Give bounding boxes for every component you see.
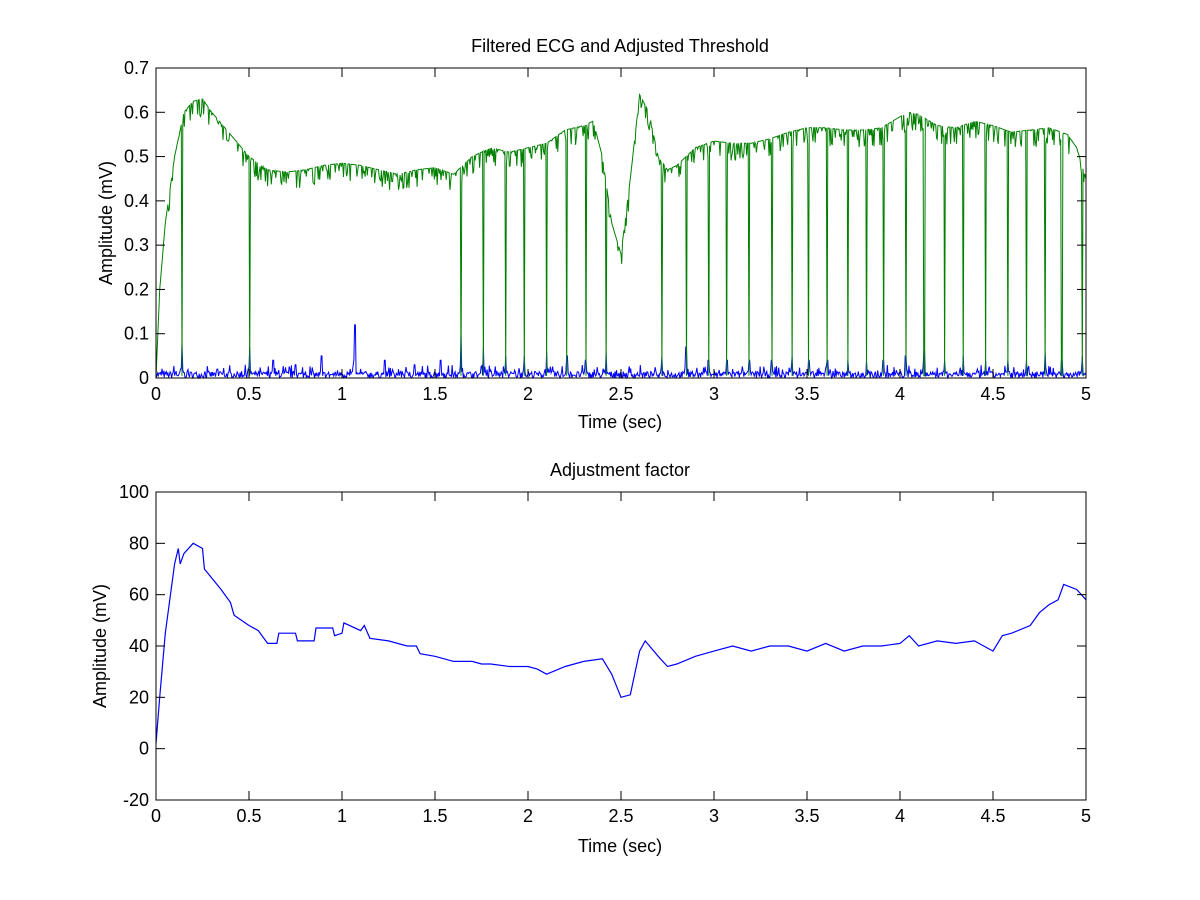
x-tick-label: 4.5 [980, 384, 1005, 404]
x-tick-label: 3.5 [794, 384, 819, 404]
x-tick-label: 2 [523, 806, 533, 826]
x-tick-label: 0.5 [236, 384, 261, 404]
x-tick-label: 2 [523, 384, 533, 404]
y-tick-label: 0.1 [124, 324, 149, 344]
y-tick-label: 20 [129, 687, 149, 707]
x-tick-label: 0 [151, 806, 161, 826]
x-tick-label: 1 [337, 384, 347, 404]
y-tick-label: 40 [129, 636, 149, 656]
x-tick-label: 1.5 [422, 806, 447, 826]
y-tick-label: 0.7 [124, 58, 149, 78]
y-tick-label: 100 [119, 482, 149, 502]
y-tick-label: 0.3 [124, 235, 149, 255]
adjustment-factor-line [155, 542, 1087, 744]
x-tick-label: 0.5 [236, 806, 261, 826]
y-tick-label: 80 [129, 533, 149, 553]
y-tick-label: 0.6 [124, 102, 149, 122]
threshold-series-line [155, 92, 1087, 379]
y-tick-label: -20 [123, 790, 149, 810]
x-tick-label: 5 [1081, 806, 1091, 826]
x-axis-label: Time (sec) [578, 412, 662, 432]
plot-adjustment-factor: Adjustment factor Time (sec) Amplitude (… [90, 460, 1091, 856]
x-tick-label: 5 [1081, 384, 1091, 404]
x-tick-label: 4 [895, 806, 905, 826]
x-tick-label: 2.5 [608, 384, 633, 404]
x-tick-label: 2.5 [608, 806, 633, 826]
x-tick-label: 4 [895, 384, 905, 404]
x-tick-label: 4.5 [980, 806, 1005, 826]
x-tick-label: 0 [151, 384, 161, 404]
x-tick-label: 3 [709, 806, 719, 826]
y-tick-label: 0.4 [124, 191, 149, 211]
plot-title: Filtered ECG and Adjusted Threshold [471, 36, 769, 56]
y-tick-label: 0 [139, 739, 149, 759]
x-tick-label: 1 [337, 806, 347, 826]
y-axis-label: Amplitude (mV) [96, 161, 116, 285]
x-tick-label: 3 [709, 384, 719, 404]
plot-title: Adjustment factor [550, 460, 690, 480]
y-tick-label: 60 [129, 585, 149, 605]
x-axis-label: Time (sec) [578, 836, 662, 856]
plot-filtered-ecg: Filtered ECG and Adjusted Threshold Time… [96, 36, 1091, 432]
y-tick-label: 0 [139, 368, 149, 388]
y-tick-label: 0.2 [124, 279, 149, 299]
x-tick-label: 1.5 [422, 384, 447, 404]
axes-box [155, 491, 1087, 801]
y-axis-label: Amplitude (mV) [90, 584, 110, 708]
x-tick-label: 3.5 [794, 806, 819, 826]
axes-box [155, 67, 1087, 379]
y-tick-label: 0.5 [124, 147, 149, 167]
